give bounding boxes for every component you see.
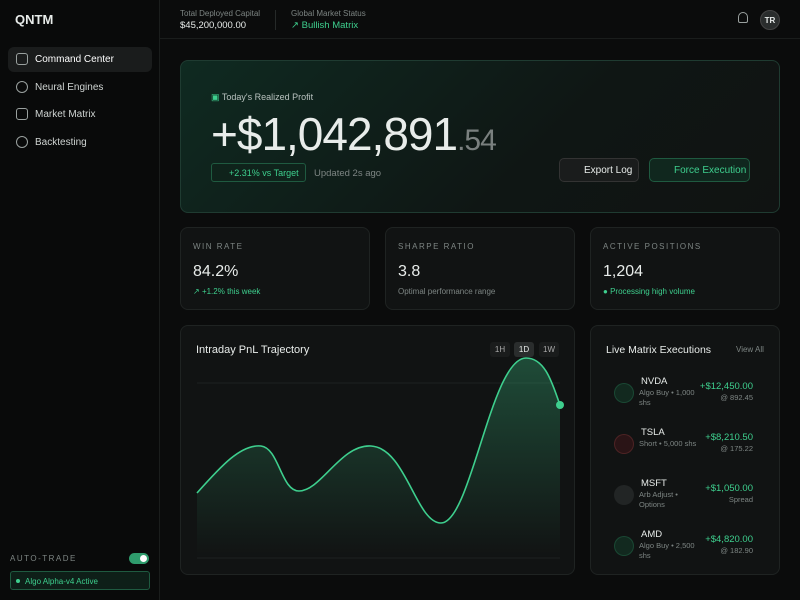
status-pill: Algo Alpha-v4 Active <box>10 571 150 590</box>
delta-pill: +2.31% vs Target <box>211 163 306 182</box>
executions-panel: Live Matrix Executions View All NVDA Algo… <box>590 325 780 575</box>
nav-item[interactable]: Market Matrix <box>8 102 152 127</box>
capital-value: $45,200,000.00 <box>180 20 247 31</box>
detail: Algo Buy • 2,500 shs <box>639 541 695 560</box>
row-icon <box>614 434 634 454</box>
row-icon <box>614 485 634 505</box>
stat-note: ↗ +1.2% this week <box>193 287 261 296</box>
view-all[interactable]: View All <box>736 345 764 354</box>
pnl-chart <box>196 357 564 559</box>
chart-panel: Intraday PnL Trajectory 1H 1D 1W <box>180 325 575 575</box>
market-value: ↗ Bullish Matrix <box>291 20 359 31</box>
capital-label: Total Deployed Capital <box>180 9 261 18</box>
updated: Updated 2s ago <box>314 168 382 179</box>
button-label: Force Execution <box>674 165 747 176</box>
market-text: Bullish Matrix <box>301 20 359 31</box>
price: @ 175.22 <box>720 444 753 453</box>
nav-label: Command Center <box>35 54 114 65</box>
divider <box>275 10 276 30</box>
pnl: +$1,050.00 <box>705 483 753 494</box>
button-label: Export Log <box>584 165 633 176</box>
row-icon <box>614 536 634 556</box>
nav-item[interactable]: Command Center <box>8 47 152 72</box>
execution-row[interactable]: MSFT Arb Adjust • Options +$1,050.00 Spread <box>591 473 781 523</box>
avatar[interactable]: TR <box>760 10 780 30</box>
price: @ 182.90 <box>720 546 753 555</box>
stat-card: WIN RATE 84.2% ↗ +1.2% this week <box>180 227 370 310</box>
status-text: Algo Alpha-v4 Active <box>25 577 98 586</box>
stat-value: 3.8 <box>398 263 421 280</box>
detail: Algo Buy • 1,000 shs <box>639 388 695 407</box>
nav-label: Backtesting <box>35 137 87 148</box>
price: Spread <box>728 495 753 504</box>
executions-title: Live Matrix Executions <box>606 344 712 356</box>
range-button[interactable]: 1W <box>539 342 559 357</box>
stat-card: ACTIVE POSITIONS 1,204 ● Processing high… <box>590 227 780 310</box>
profit-main: +$1,042,891 <box>211 108 458 160</box>
header: Total Deployed Capital $45,200,000.00 Gl… <box>160 0 800 39</box>
area <box>197 358 560 558</box>
price: @ 892.45 <box>720 393 753 402</box>
pnl: +$12,450.00 <box>699 381 753 392</box>
stat-note-text: +1.2% this week <box>201 287 261 296</box>
profit-cents: .54 <box>457 124 497 157</box>
nav-item[interactable]: Backtesting <box>8 130 152 155</box>
execution-row[interactable]: NVDA Algo Buy • 1,000 shs +$12,450.00 @ 892… <box>591 371 781 421</box>
execution-row[interactable]: TSLA Short • 5,000 shs +$8,210.50 @ 175.22 <box>591 422 781 472</box>
range-button[interactable]: 1H <box>490 342 510 357</box>
stat-card: SHARPE RATIO 3.8 Optimal performance ran… <box>385 227 575 310</box>
sidebar: QNTM Command Center Neural Engines Marke… <box>0 0 160 600</box>
row-icon <box>614 383 634 403</box>
delta-text: +2.31% vs Target <box>229 168 299 178</box>
pnl: +$8,210.50 <box>705 432 753 443</box>
stat-label: ACTIVE POSITIONS <box>603 242 702 251</box>
chart-title: Intraday PnL Trajectory <box>196 344 310 356</box>
stat-label: WIN RATE <box>193 242 244 251</box>
profit-label-text: Today's Realized Profit <box>221 92 314 102</box>
force-button[interactable]: Force Execution <box>649 158 750 182</box>
end-dot <box>556 401 564 409</box>
stat-label: SHARPE RATIO <box>398 242 475 251</box>
auto-trade-label: AUTO-TRADE <box>10 554 77 563</box>
detail: Arb Adjust • Options <box>639 490 678 509</box>
stat-value: 1,204 <box>603 263 644 280</box>
pnl: +$4,820.00 <box>705 534 753 545</box>
execution-row[interactable]: AMD Algo Buy • 2,500 shs +$4,820.00 @ 182.9… <box>591 524 781 574</box>
stat-note: ● Processing high volume <box>603 287 695 296</box>
symbol: MSFT <box>641 478 667 489</box>
range-button[interactable]: 1D <box>514 342 534 357</box>
nav-label: Market Matrix <box>35 109 96 120</box>
stat-note: Optimal performance range <box>398 287 496 296</box>
stat-note-text: Processing high volume <box>610 287 695 296</box>
nav-item[interactable]: Neural Engines <box>8 75 152 100</box>
symbol: TSLA <box>641 427 665 438</box>
bell-icon[interactable] <box>738 12 748 23</box>
market-label: Global Market Status <box>291 9 366 18</box>
nav-label: Neural Engines <box>35 82 104 93</box>
toggle[interactable] <box>129 553 149 564</box>
symbol: AMD <box>641 529 663 540</box>
profit-amount: +$1,042,891.54 <box>211 107 497 161</box>
line <box>196 357 561 524</box>
profit-label: ▣ Today's Realized Profit <box>211 92 314 102</box>
profit-card: ▣ Today's Realized Profit +$1,042,891.54… <box>180 60 780 213</box>
export-button[interactable]: Export Log <box>559 158 639 182</box>
brand: QNTM <box>15 12 54 27</box>
stat-value: 84.2% <box>193 263 239 280</box>
detail: Short • 5,000 shs <box>639 439 697 448</box>
symbol: NVDA <box>641 376 668 387</box>
